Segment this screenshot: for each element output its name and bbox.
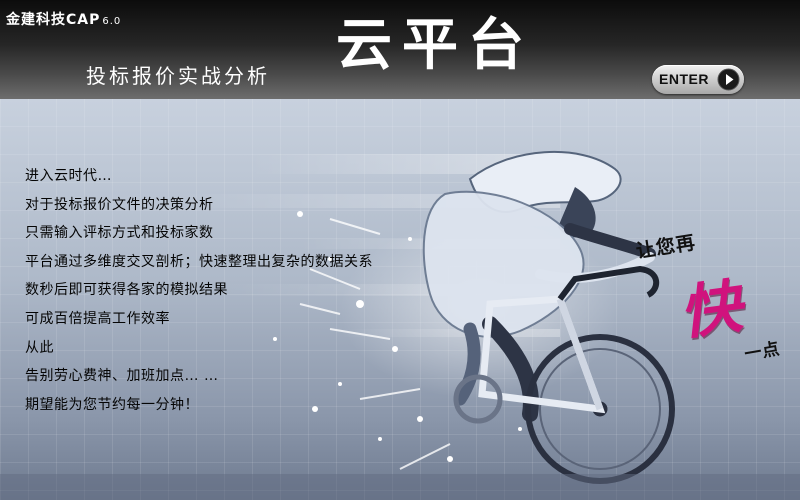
enter-button[interactable]: ENTER xyxy=(652,65,744,94)
intro-line: 从此 xyxy=(25,339,54,356)
intro-line: 数秒后即可获得各家的模拟结果 xyxy=(25,282,228,299)
intro-line: 进入云时代… xyxy=(25,168,112,184)
intro-text: 进入云时代… 对于投标报价文件的决策分析 只需输入评标方式和投标家数 平台通过多… xyxy=(25,166,373,423)
intro-line: 只需输入评标方式和投标家数 xyxy=(25,225,214,242)
play-arrow-icon xyxy=(717,68,740,91)
cyclist-illustration xyxy=(0,150,800,500)
brand-version: 6.0 xyxy=(102,16,122,27)
hero-banner: 进入云时代… 对于投标报价文件的决策分析 只需输入评标方式和投标家数 平台通过多… xyxy=(0,99,800,500)
slogan-highlight: 快 xyxy=(680,271,750,349)
intro-line: 期望能为您节约每一分钟！ xyxy=(25,396,199,413)
page-subtitle: 投标报价实战分析 xyxy=(86,64,270,88)
intro-line: 对于投标报价文件的决策分析 xyxy=(25,196,214,213)
intro-line: 可成百倍提高工作效率 xyxy=(25,310,170,327)
header-bar: 金建科技CAP 6.0 投标报价实战分析 云平台 ENTER xyxy=(0,0,800,99)
intro-line: 平台通过多维度交叉剖析；快速整理出复杂的数据关系 xyxy=(25,253,373,270)
enter-button-label: ENTER xyxy=(659,71,709,87)
brand-logo: 金建科技CAP 6.0 xyxy=(6,9,121,29)
page-title: 云平台 xyxy=(336,13,534,78)
intro-line: 告别劳心费神、加班加点… … xyxy=(25,368,219,385)
brand-name: 金建科技CAP xyxy=(6,12,101,28)
